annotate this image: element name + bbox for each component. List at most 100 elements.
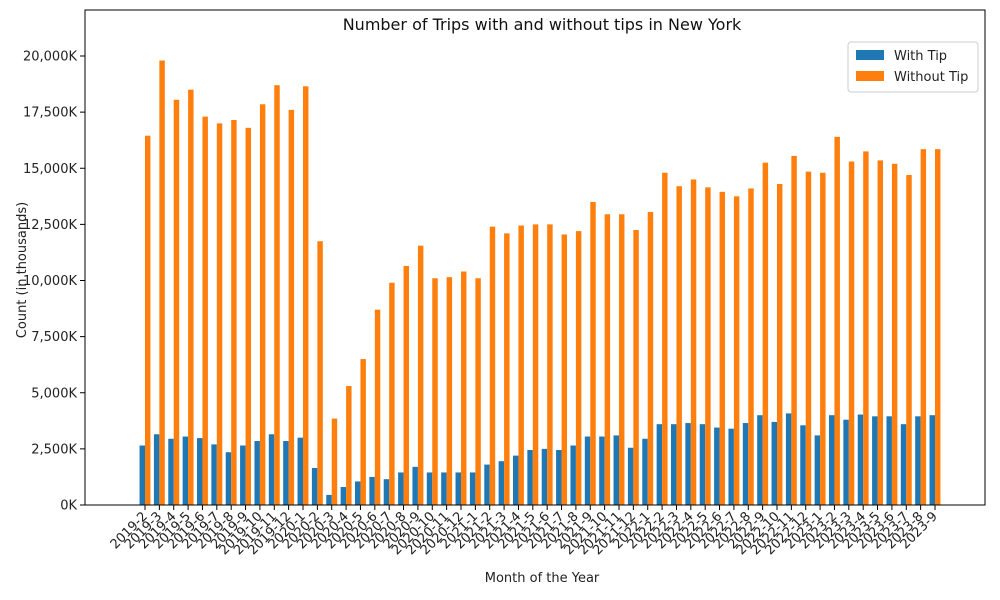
bar-with-tip bbox=[182, 436, 189, 505]
bar-without-tip bbox=[489, 226, 496, 505]
bar-without-tip bbox=[360, 359, 366, 505]
bar-without-tip bbox=[561, 234, 568, 506]
bar-without-tip bbox=[777, 183, 783, 505]
bar-with-tip bbox=[627, 447, 634, 505]
bar-without-tip bbox=[403, 265, 410, 505]
bar-with-tip bbox=[197, 438, 203, 505]
bar-with-tip bbox=[671, 424, 677, 505]
y-tick-label: 20,000K bbox=[23, 50, 77, 65]
bar-without-tip bbox=[216, 123, 223, 505]
bar-without-tip bbox=[604, 214, 611, 505]
bar-with-tip bbox=[613, 435, 619, 505]
legend-label: Without Tip bbox=[894, 70, 968, 85]
bar-with-tip bbox=[599, 436, 605, 505]
bar-with-tip bbox=[714, 427, 720, 505]
bar-without-tip bbox=[446, 277, 453, 505]
bar-without-tip bbox=[891, 163, 898, 505]
bar-with-tip bbox=[814, 435, 821, 505]
bar-without-tip bbox=[288, 109, 295, 505]
bar-with-tip bbox=[383, 479, 390, 505]
bar-without-tip bbox=[188, 89, 194, 506]
bar-without-tip bbox=[303, 86, 309, 505]
bar-without-tip bbox=[733, 196, 740, 505]
bar-with-tip bbox=[297, 437, 303, 505]
bar-with-tip bbox=[584, 436, 591, 505]
bar-with-tip bbox=[513, 455, 519, 505]
bar-without-tip bbox=[820, 172, 826, 506]
bar-with-tip bbox=[886, 416, 892, 505]
x-axis-title: Month of the Year bbox=[485, 571, 600, 586]
bar-without-tip bbox=[259, 104, 266, 506]
bar-without-tip bbox=[762, 162, 769, 505]
bar-without-tip bbox=[202, 116, 208, 506]
bar-without-tip bbox=[619, 214, 625, 505]
bar-with-tip bbox=[556, 450, 562, 505]
bar-without-tip bbox=[331, 418, 338, 505]
bar-with-tip bbox=[340, 487, 347, 505]
bar-without-tip bbox=[906, 174, 912, 506]
bar-with-tip bbox=[254, 441, 260, 505]
bar-without-tip bbox=[518, 225, 524, 505]
bar-without-tip bbox=[389, 282, 395, 505]
bar-with-tip bbox=[412, 466, 418, 505]
chart-title: Number of Trips with and without tips in… bbox=[343, 15, 742, 34]
bar-without-tip bbox=[575, 231, 582, 506]
bar-with-tip bbox=[469, 472, 476, 505]
bar-with-tip bbox=[153, 434, 160, 505]
bar-with-tip bbox=[785, 413, 792, 505]
bar-with-tip bbox=[139, 445, 145, 505]
bar-with-tip bbox=[268, 434, 275, 505]
bar-with-tip bbox=[757, 415, 763, 505]
bar-with-tip bbox=[685, 423, 691, 505]
bar-with-tip bbox=[642, 438, 648, 505]
y-tick-label: 2,500K bbox=[31, 442, 77, 457]
bar-without-tip bbox=[547, 224, 553, 506]
bar-without-tip bbox=[863, 151, 869, 505]
bar-without-tip bbox=[748, 188, 754, 505]
bar-with-tip bbox=[541, 448, 548, 506]
y-tick-label: 10,000K bbox=[23, 274, 77, 289]
bar-with-tip bbox=[872, 416, 878, 505]
bar-with-tip bbox=[915, 416, 921, 505]
bar-without-tip bbox=[935, 149, 941, 506]
bar-without-tip bbox=[231, 119, 237, 505]
bars-group bbox=[139, 60, 941, 506]
y-tick-label: 7,500K bbox=[31, 330, 77, 345]
bar-without-tip bbox=[662, 172, 668, 506]
bar-with-tip bbox=[900, 424, 907, 505]
y-tick-label: 17,500K bbox=[23, 106, 77, 121]
bar-without-tip bbox=[274, 85, 280, 505]
bar-with-tip bbox=[240, 445, 246, 505]
bar-with-tip bbox=[441, 472, 447, 505]
bar-without-tip bbox=[848, 161, 855, 505]
bar-with-tip bbox=[742, 423, 749, 505]
bar-with-tip bbox=[484, 464, 490, 505]
legend: With Tip Without Tip bbox=[847, 41, 979, 93]
y-tick-label: 0K bbox=[60, 499, 77, 514]
bar-with-tip bbox=[570, 445, 576, 505]
bar-with-tip bbox=[929, 415, 935, 505]
bar-without-tip bbox=[173, 99, 180, 505]
bar-without-tip bbox=[705, 187, 711, 505]
bar-without-tip bbox=[633, 229, 639, 506]
bar-without-tip bbox=[317, 241, 323, 505]
bar-without-tip bbox=[791, 155, 797, 505]
bar-with-tip bbox=[656, 424, 663, 505]
bar-with-tip bbox=[843, 419, 849, 505]
bar-without-tip bbox=[374, 309, 381, 505]
axes-group: 0K 2,500K 5,000K 7,500K 10,000K 12,500K 15,000… bbox=[23, 9, 986, 558]
bar-without-tip bbox=[920, 149, 927, 506]
bar-with-tip bbox=[455, 472, 461, 505]
legend-swatch bbox=[856, 71, 884, 81]
bar-with-tip bbox=[800, 425, 806, 505]
bar-without-tip bbox=[346, 386, 352, 505]
bar-without-tip bbox=[417, 245, 424, 505]
bar-with-tip bbox=[283, 441, 289, 505]
bar-with-tip bbox=[225, 452, 232, 505]
legend-label: With Tip bbox=[894, 49, 947, 64]
bar-without-tip bbox=[590, 201, 596, 505]
bar-with-tip bbox=[369, 476, 375, 505]
y-tick-label: 15,000K bbox=[23, 162, 77, 177]
bar-with-tip bbox=[829, 415, 835, 505]
